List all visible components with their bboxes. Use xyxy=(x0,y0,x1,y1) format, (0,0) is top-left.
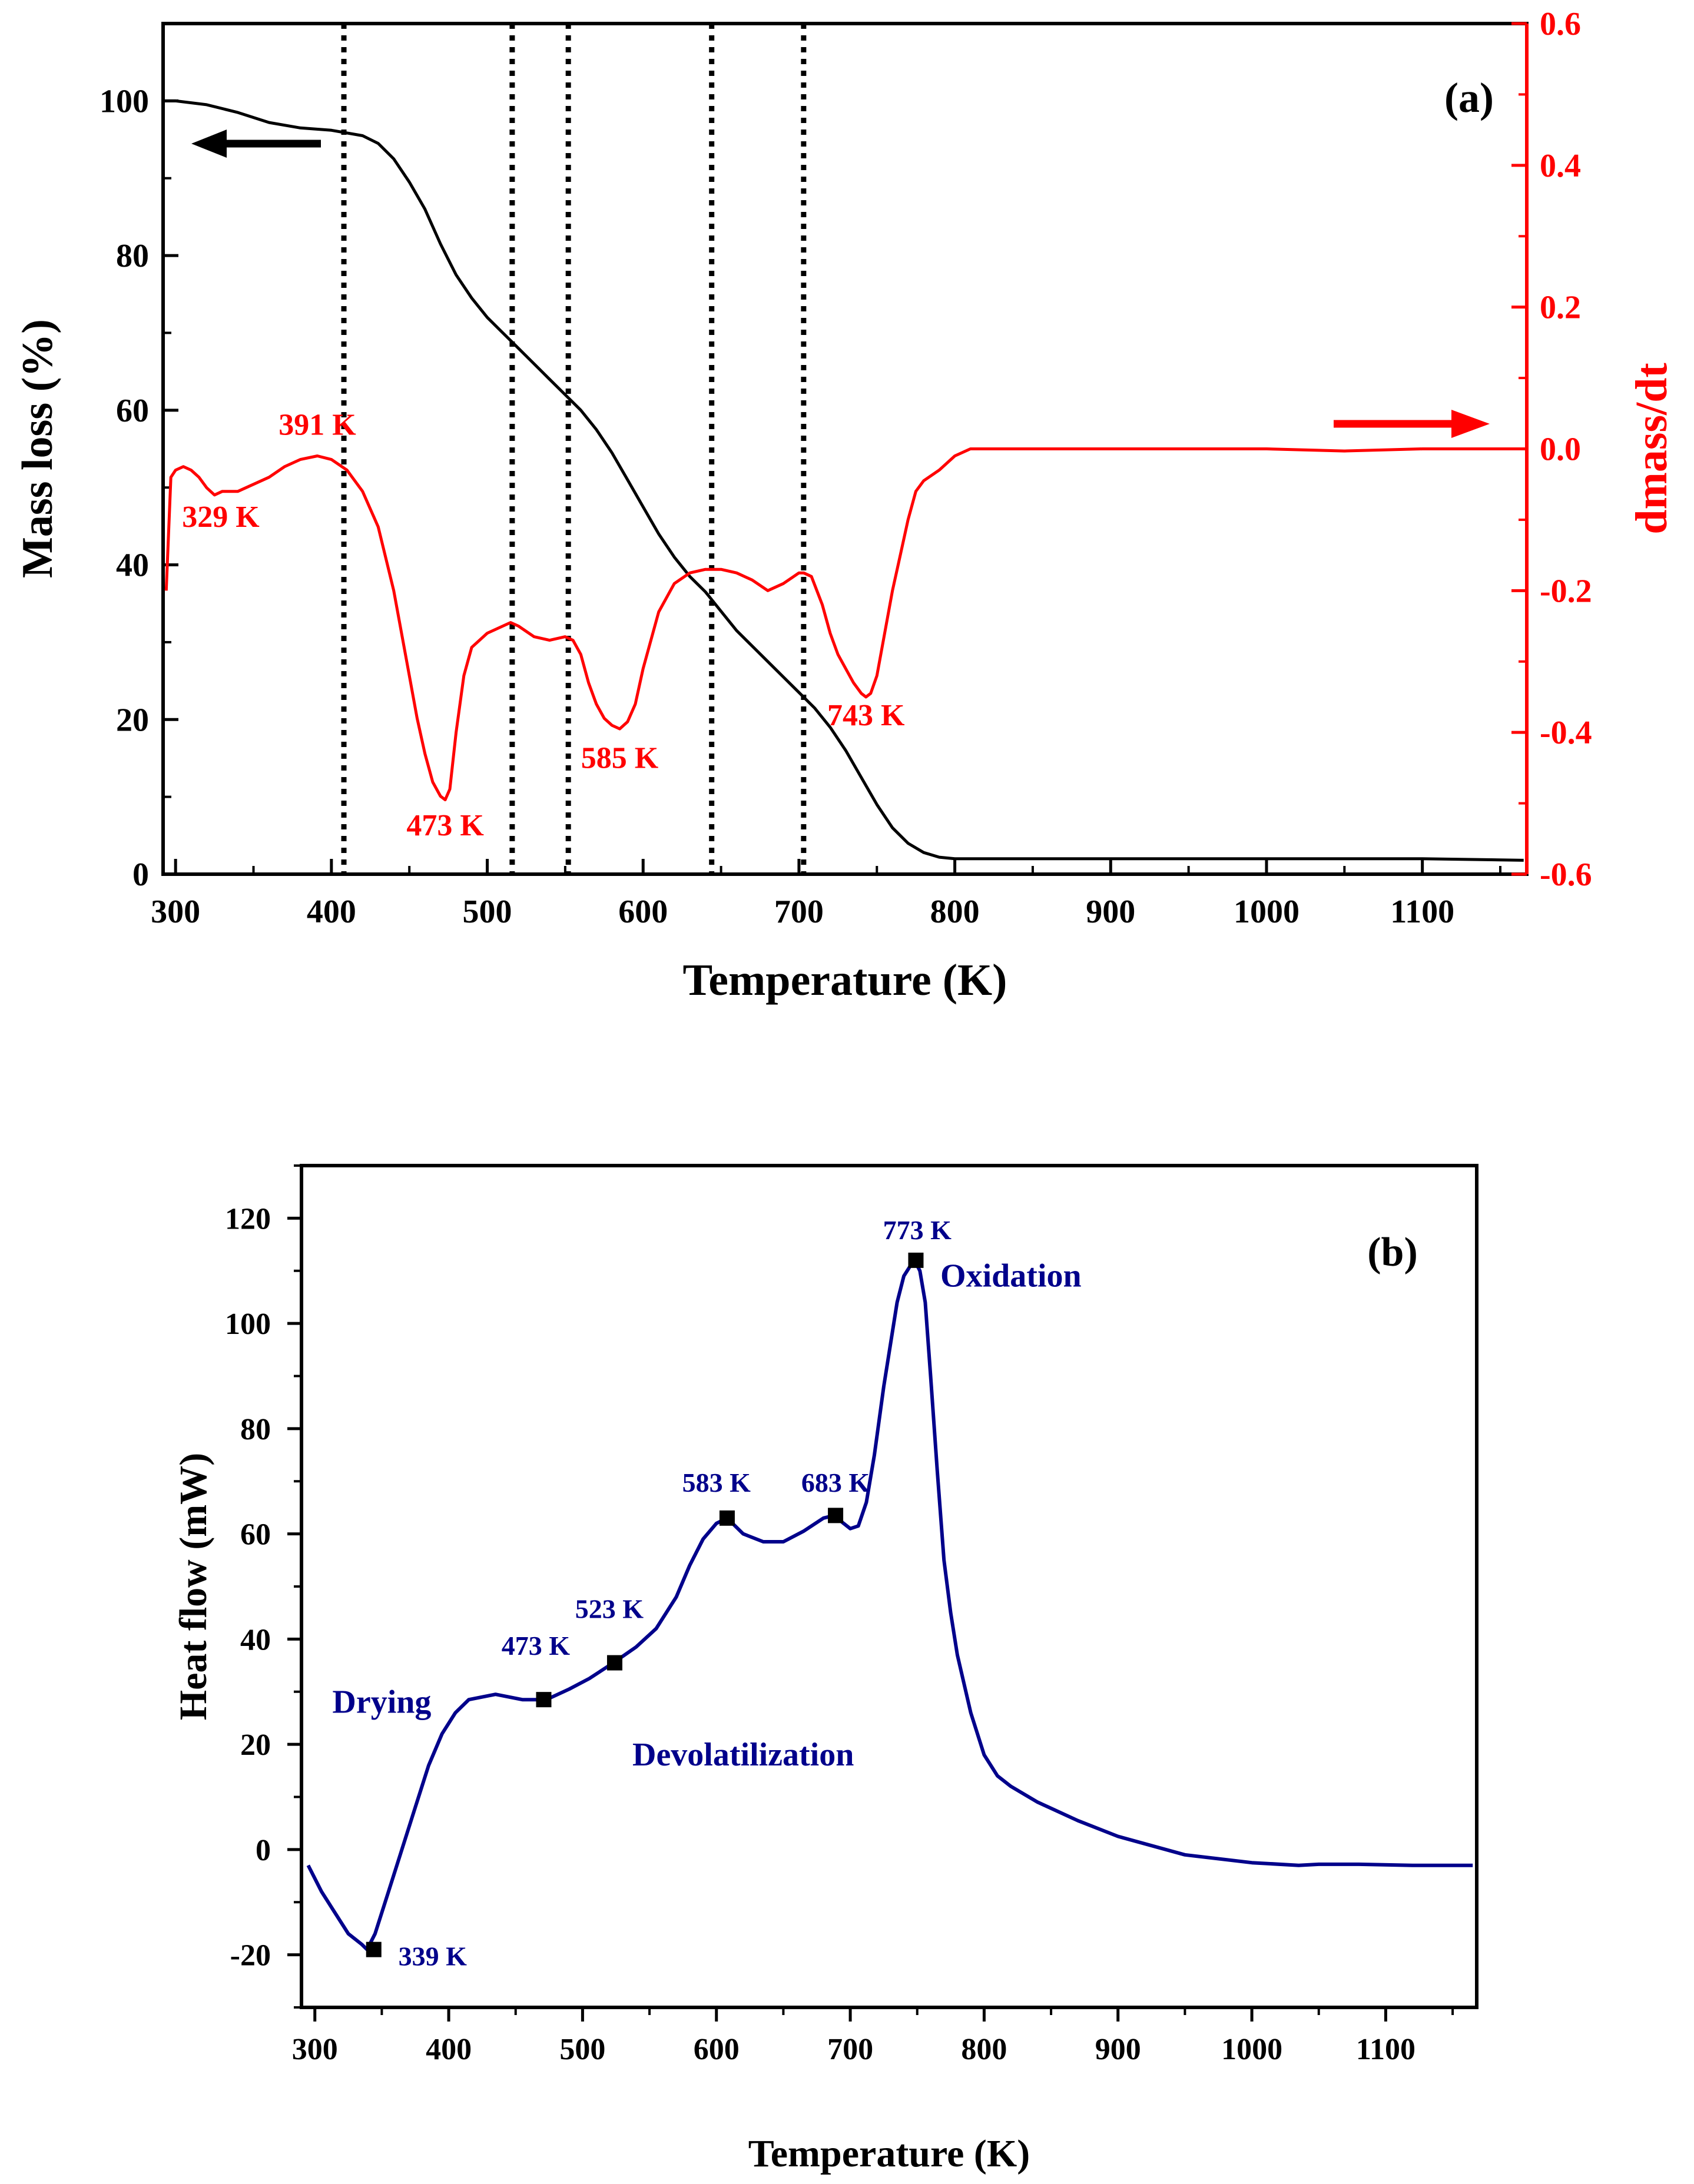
panel-a-x-axis-ticks: 300 400 500 600 700 800 900 1000 1100 xyxy=(151,859,1502,930)
peak-label: 391 K xyxy=(279,408,356,442)
peak-marker xyxy=(606,1655,622,1671)
peak-marker xyxy=(828,1508,844,1524)
stage-label: Devolatilization xyxy=(632,1737,854,1773)
y-tick-label: 0 xyxy=(256,1834,271,1867)
panel-a-label: (a) xyxy=(1444,74,1494,121)
panel-a-right-y-axis-ticks: -0.6 -0.4 -0.2 0.0 0.2 0.4 0.6 xyxy=(1511,6,1592,893)
panel-b-label: (b) xyxy=(1367,1230,1418,1275)
x-tick-label: 900 xyxy=(1095,2033,1141,2066)
panel-a-right-y-axis-label: dmass/dt xyxy=(1627,363,1676,534)
panel-a-y-axis-label: Mass loss (%) xyxy=(14,319,62,578)
peak-marker xyxy=(536,1692,552,1708)
panel-a-x-axis-label: Temperature (K) xyxy=(683,955,1007,1005)
peak-label: 473 K xyxy=(502,1631,571,1661)
x-tick-label: 500 xyxy=(559,2033,605,2066)
y-tick-label: 100 xyxy=(100,83,149,120)
right-y-tick-label: 0.4 xyxy=(1540,148,1581,184)
y-tick-label: 100 xyxy=(225,1307,271,1341)
x-tick-label: 1100 xyxy=(1356,2033,1415,2066)
right-y-tick-label: -0.6 xyxy=(1540,857,1592,893)
stage-label: Oxidation xyxy=(940,1258,1082,1295)
right-y-tick-label: -0.4 xyxy=(1540,715,1592,751)
peak-label: 329 K xyxy=(182,500,260,534)
peak-label: 583 K xyxy=(682,1468,751,1498)
series-line-mass-loss xyxy=(163,99,1524,862)
y-tick-label: 40 xyxy=(240,1623,271,1657)
peak-marker xyxy=(908,1252,924,1268)
panel-b-x-axis-label: Temperature (K) xyxy=(748,2132,1030,2175)
x-tick-label: 300 xyxy=(292,2033,338,2066)
panel-a-peak-labels: 391 K 329 K 473 K 585 K 743 K xyxy=(182,408,905,842)
y-tick-label: 40 xyxy=(116,547,149,584)
right-y-tick-label: 0.2 xyxy=(1540,290,1581,326)
peak-label: 743 K xyxy=(827,699,905,732)
panel-b-peak-markers xyxy=(366,1252,924,1957)
peak-label: 683 K xyxy=(801,1468,870,1498)
x-tick-label: 700 xyxy=(827,2033,873,2066)
right-y-tick-label: 0.0 xyxy=(1540,432,1581,468)
right-y-tick-label: 0.6 xyxy=(1540,6,1581,42)
y-tick-label: 20 xyxy=(240,1728,271,1762)
x-tick-label: 400 xyxy=(426,2033,472,2066)
x-tick-label: 900 xyxy=(1086,894,1135,930)
y-tick-label: 20 xyxy=(116,702,149,738)
right-y-tick-label: -0.2 xyxy=(1540,573,1592,609)
y-tick-label: 60 xyxy=(116,393,149,429)
panel-b-y-axis-label: Heat flow (mW) xyxy=(172,1453,215,1721)
y-tick-label: 80 xyxy=(116,238,149,274)
peak-label: 473 K xyxy=(406,809,484,842)
right-axis-arrow xyxy=(1334,410,1490,438)
peak-label: 523 K xyxy=(575,1594,644,1624)
peak-marker xyxy=(719,1510,735,1526)
y-tick-label: -20 xyxy=(230,1939,271,1973)
panel-b-x-axis-ticks: 300 400 500 600 700 800 900 1000 1100 xyxy=(292,2007,1454,2066)
y-tick-label: 80 xyxy=(240,1413,271,1446)
peak-label: 585 K xyxy=(581,741,659,775)
y-tick-label: 60 xyxy=(240,1518,271,1552)
peak-label: 339 K xyxy=(399,1941,468,1971)
panel-a-reference-lines xyxy=(341,24,807,874)
x-tick-label: 400 xyxy=(307,894,356,930)
x-tick-label: 800 xyxy=(930,894,980,930)
x-tick-label: 300 xyxy=(151,894,200,930)
series-line-dmass-dt xyxy=(164,447,1524,802)
x-tick-label: 500 xyxy=(463,894,512,930)
panel-b-y-axis-ticks: -20 0 20 40 60 80 100 120 xyxy=(225,1164,301,2009)
peak-marker xyxy=(366,1941,382,1957)
x-tick-label: 700 xyxy=(774,894,824,930)
stage-label: Drying xyxy=(332,1684,431,1721)
panel-b-heat-flow-chart: 300 400 500 600 700 800 900 1000 1100 -20 0 20 40 60… xyxy=(172,1164,1478,2175)
y-tick-label: 0 xyxy=(132,857,149,893)
x-tick-label: 600 xyxy=(694,2033,740,2066)
x-tick-label: 1000 xyxy=(1234,894,1299,930)
panel-a-y-axis-ticks: 0 20 40 60 80 100 xyxy=(100,22,178,893)
y-tick-label: 120 xyxy=(225,1202,271,1236)
peak-label: 773 K xyxy=(883,1215,952,1245)
series-line-heat-flow xyxy=(306,1258,1473,1951)
x-tick-label: 1100 xyxy=(1390,894,1454,930)
x-tick-label: 800 xyxy=(961,2033,1007,2066)
x-tick-label: 600 xyxy=(618,894,668,930)
x-tick-label: 1000 xyxy=(1221,2033,1282,2066)
panel-a-mass-loss-chart: 300 400 500 600 700 800 900 1000 1100 0 20 40 60 80 1… xyxy=(14,6,1676,1005)
left-axis-arrow xyxy=(191,130,321,158)
